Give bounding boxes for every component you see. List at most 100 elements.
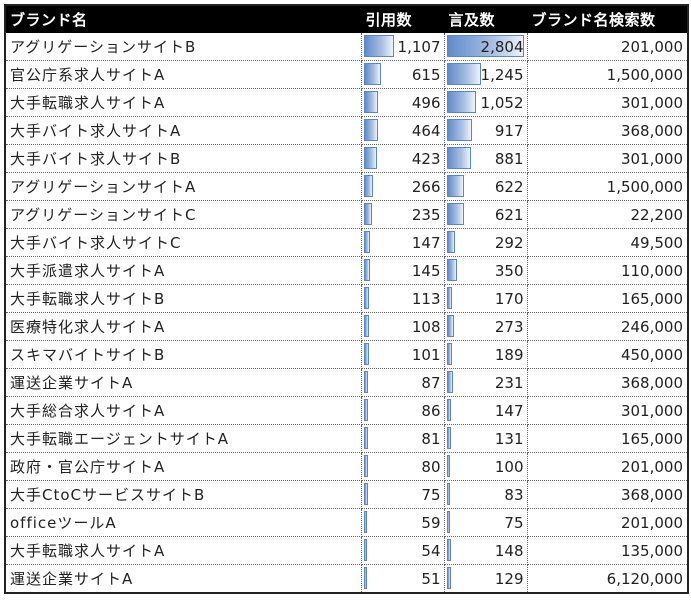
cell-citations[interactable]: 464 [360,116,445,145]
cell-citations[interactable]: 75 [360,480,445,509]
cell-mentions[interactable]: 1,052 [443,88,528,117]
brand-name-text: officeツールA [10,514,117,532]
cell-citations[interactable]: 51 [360,564,445,594]
cell-brand-searches[interactable]: 301,000 [526,144,689,173]
cell-citations[interactable]: 235 [360,200,445,229]
cell-citations[interactable]: 108 [360,312,445,341]
cell-brand-name[interactable]: 大手バイト求人サイトB [4,144,362,173]
mentions-data-bar [446,203,464,225]
cell-citations[interactable]: 147 [360,228,445,257]
cell-brand-searches[interactable]: 201,000 [526,32,689,61]
cell-brand-searches[interactable]: 165,000 [526,284,689,313]
cell-brand-name[interactable]: 政府・官公庁サイトA [4,452,362,481]
cell-citations[interactable]: 59 [360,508,445,537]
cell-brand-name[interactable]: 大手CtoCサービスサイトB [4,480,362,509]
cell-brand-searches[interactable]: 301,000 [526,396,689,425]
header-row: ブランド名 引用数 言及数 ブランド名検索数 [4,4,689,33]
cell-brand-name[interactable]: アグリゲーションサイトC [4,200,362,229]
cell-mentions[interactable]: 129 [443,564,528,594]
cell-brand-searches[interactable]: 301,000 [526,88,689,117]
cell-brand-searches[interactable]: 6,120,000 [526,564,689,594]
cell-mentions[interactable]: 917 [443,116,528,145]
cell-brand-searches[interactable]: 1,500,000 [526,60,689,89]
header-citations[interactable]: 引用数 [360,4,445,33]
cell-mentions[interactable]: 100 [443,452,528,481]
brand-name-text: アグリゲーションサイトB [10,38,197,56]
cell-mentions[interactable]: 131 [443,424,528,453]
cell-brand-searches[interactable]: 135,000 [526,536,689,565]
cell-citations[interactable]: 423 [360,144,445,173]
cell-brand-searches[interactable]: 22,200 [526,200,689,229]
cell-citations[interactable]: 80 [360,452,445,481]
cell-citations[interactable]: 266 [360,172,445,201]
cell-citations[interactable]: 54 [360,536,445,565]
citations-value: 87 [421,373,441,392]
cell-brand-name[interactable]: 医療特化求人サイトA [4,312,362,341]
cell-brand-name[interactable]: アグリゲーションサイトB [4,32,362,61]
cell-mentions[interactable]: 2,804 [443,32,528,61]
cell-mentions[interactable]: 273 [443,312,528,341]
cell-citations[interactable]: 101 [360,340,445,369]
cell-citations[interactable]: 496 [360,88,445,117]
cell-mentions[interactable]: 350 [443,256,528,285]
cell-brand-name[interactable]: 大手派遣求人サイトA [4,256,362,285]
cell-brand-searches[interactable]: 110,000 [526,256,689,285]
cell-citations[interactable]: 145 [360,256,445,285]
cell-brand-searches[interactable]: 246,000 [526,312,689,341]
table-row: 医療特化求人サイトA 108 273 246,000 [4,312,689,341]
cell-brand-name[interactable]: 大手転職求人サイトB [4,284,362,313]
cell-brand-name[interactable]: 官公庁系求人サイトA [4,60,362,89]
cell-brand-searches[interactable]: 201,000 [526,508,689,537]
cell-mentions[interactable]: 881 [443,144,528,173]
cell-brand-searches[interactable]: 201,000 [526,452,689,481]
cell-brand-name[interactable]: 大手バイト求人サイトA [4,116,362,145]
cell-brand-name[interactable]: 大手総合求人サイトA [4,396,362,425]
mentions-value: 621 [494,205,524,224]
cell-brand-name[interactable]: 運送企業サイトA [4,368,362,397]
brand-searches-value: 22,200 [630,205,684,224]
cell-mentions[interactable]: 170 [443,284,528,313]
mentions-data-bar [446,511,450,533]
cell-brand-searches[interactable]: 49,500 [526,228,689,257]
mentions-value: 350 [494,261,524,280]
cell-brand-name[interactable]: 大手バイト求人サイトC [4,228,362,257]
cell-citations[interactable]: 86 [360,396,445,425]
cell-brand-name[interactable]: 大手転職求人サイトA [4,88,362,117]
cell-brand-name[interactable]: 大手転職求人サイトA [4,536,362,565]
cell-brand-searches[interactable]: 368,000 [526,116,689,145]
header-brand-name[interactable]: ブランド名 [4,4,362,33]
header-brand-searches[interactable]: ブランド名検索数 [526,4,689,33]
cell-mentions[interactable]: 621 [443,200,528,229]
cell-citations[interactable]: 615 [360,60,445,89]
cell-mentions[interactable]: 148 [443,536,528,565]
cell-brand-name[interactable]: officeツールA [4,508,362,537]
cell-mentions[interactable]: 189 [443,340,528,369]
cell-brand-searches[interactable]: 368,000 [526,480,689,509]
cell-brand-searches[interactable]: 368,000 [526,368,689,397]
cell-brand-name[interactable]: スキマバイトサイトB [4,340,362,369]
cell-mentions[interactable]: 231 [443,368,528,397]
cell-mentions[interactable]: 147 [443,396,528,425]
brand-searches-value: 368,000 [620,373,683,392]
cell-citations[interactable]: 81 [360,424,445,453]
cell-brand-name[interactable]: アグリゲーションサイトA [4,172,362,201]
cell-brand-searches[interactable]: 450,000 [526,340,689,369]
cell-citations[interactable]: 1,107 [360,32,445,61]
cell-mentions[interactable]: 75 [443,508,528,537]
cell-citations[interactable]: 113 [360,284,445,313]
table-row: 大手バイト求人サイトC 147 292 49,500 [4,228,689,257]
cell-brand-searches[interactable]: 165,000 [526,424,689,453]
cell-mentions[interactable]: 83 [443,480,528,509]
cell-brand-name[interactable]: 運送企業サイトA [4,564,362,594]
brand-name-text: 大手転職求人サイトA [10,94,166,112]
cell-mentions[interactable]: 1,245 [443,60,528,89]
cell-mentions[interactable]: 292 [443,228,528,257]
header-mentions[interactable]: 言及数 [443,4,528,33]
cell-mentions[interactable]: 622 [443,172,528,201]
cell-brand-searches[interactable]: 1,500,000 [526,172,689,201]
mentions-value: 1,245 [480,65,524,84]
cell-brand-name[interactable]: 大手転職エージェントサイトA [4,424,362,453]
cell-citations[interactable]: 87 [360,368,445,397]
table-row: 政府・官公庁サイトA 80 100 201,000 [4,452,689,481]
citations-value: 101 [411,345,441,364]
